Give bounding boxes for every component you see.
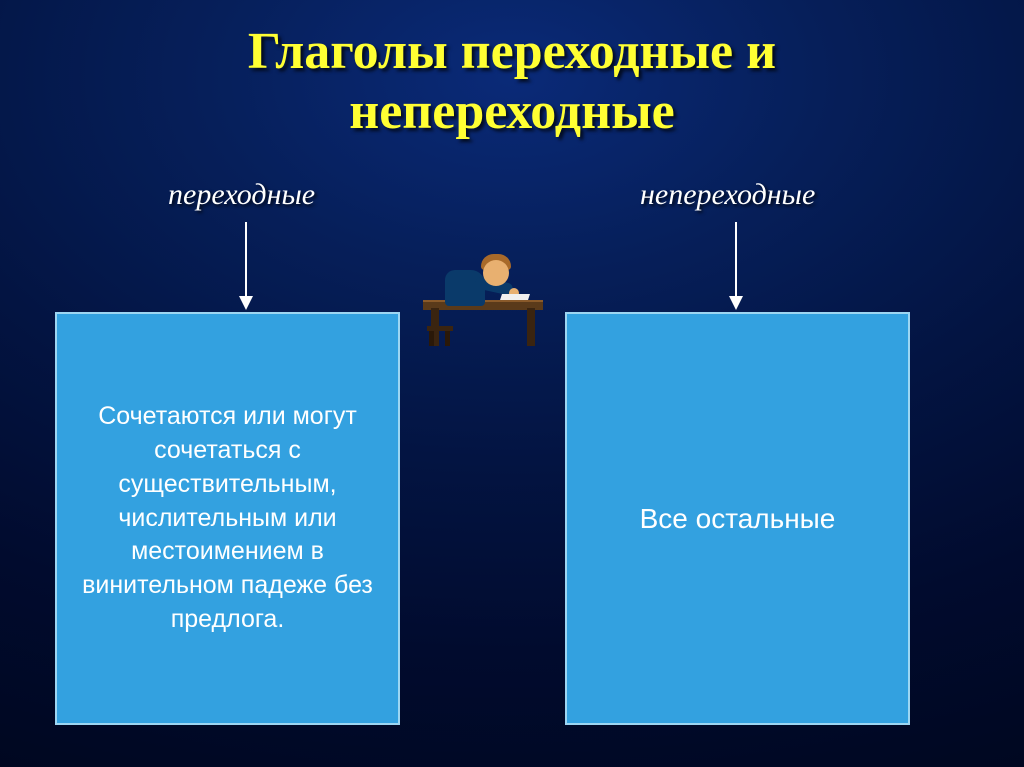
definition-text-left: Сочетаются или могут сочетаться с сущест… (73, 400, 382, 636)
slide-title: Глаголы переходные и непереходные (0, 22, 1024, 142)
slide: Глаголы переходные и непереходные перехо… (0, 0, 1024, 767)
student-at-desk-icon (423, 238, 543, 348)
title-line-1: Глаголы переходные и (248, 23, 776, 80)
arrow-head-right (729, 296, 743, 310)
arrow-line-right (735, 222, 737, 296)
definition-text-right: Все остальные (640, 500, 836, 538)
column-heading-left: переходные (168, 178, 315, 212)
definition-box-right: Все остальные (565, 312, 910, 725)
column-heading-right: непереходные (640, 178, 815, 212)
arrow-line-left (245, 222, 247, 296)
title-line-2: непереходные (349, 83, 675, 140)
definition-box-left: Сочетаются или могут сочетаться с сущест… (55, 312, 400, 725)
arrow-head-left (239, 296, 253, 310)
